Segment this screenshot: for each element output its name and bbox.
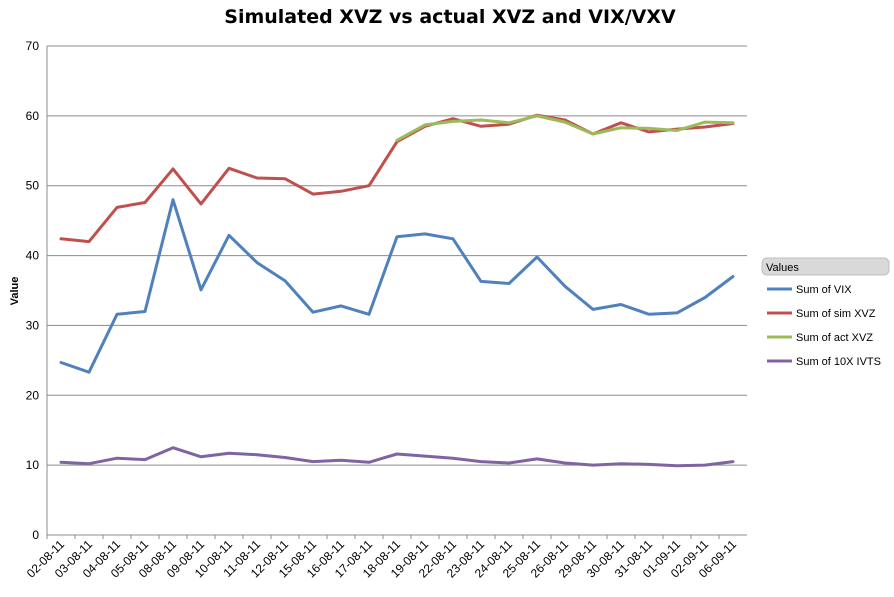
y-tick-label: 0 bbox=[32, 528, 39, 542]
series-line-3 bbox=[395, 114, 735, 142]
legend-entry: Sum of VIX bbox=[796, 284, 852, 296]
y-axis-ticks: 0 10 20 30 40 50 60 70 bbox=[26, 39, 40, 542]
legend: Values Sum of VIX Sum of sim XVZ Sum of ac… bbox=[761, 257, 890, 368]
y-tick-label: 20 bbox=[26, 388, 40, 402]
x-axis-ticks: 02-08-1103-08-1104-08-1105-08-1108-08-11… bbox=[24, 535, 739, 580]
series-line-2 bbox=[59, 113, 735, 244]
legend-title-box bbox=[761, 257, 890, 276]
series-line-1 bbox=[59, 198, 735, 374]
y-tick-label: 40 bbox=[26, 249, 40, 263]
y-tick-label: 70 bbox=[26, 39, 40, 53]
legend-items: Sum of VIX Sum of sim XVZ Sum of act XVZ Su… bbox=[767, 284, 881, 368]
y-axis-label: Value bbox=[9, 277, 21, 306]
series-lines bbox=[59, 113, 735, 468]
grid bbox=[46, 45, 747, 536]
chart-title: Simulated XVZ vs actual XVZ and VIX/VXV bbox=[224, 6, 676, 28]
legend-entry: Sum of 10X IVTS bbox=[796, 356, 881, 368]
y-tick-label: 30 bbox=[26, 318, 40, 332]
y-tick-label: 60 bbox=[26, 109, 40, 123]
legend-entry: Sum of sim XVZ bbox=[796, 308, 876, 320]
series-line-4 bbox=[59, 446, 735, 468]
y-tick-label: 10 bbox=[26, 458, 40, 472]
y-tick-label: 50 bbox=[26, 179, 40, 193]
legend-entry: Sum of act XVZ bbox=[796, 332, 873, 344]
legend-title: Values bbox=[766, 262, 799, 274]
